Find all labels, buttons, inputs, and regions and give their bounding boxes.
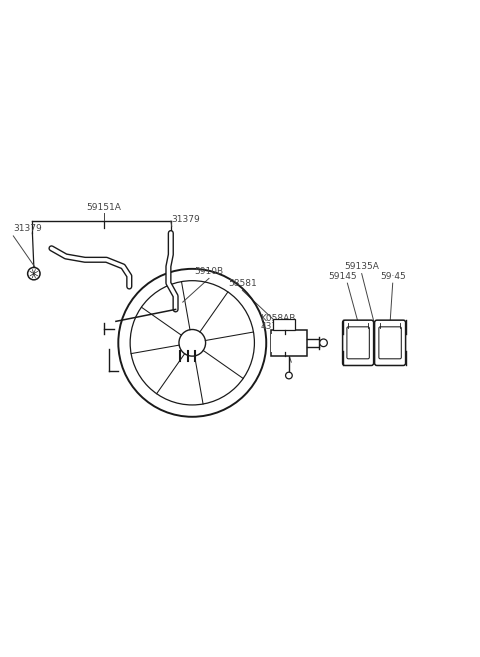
Bar: [271, 330, 307, 356]
Text: 59135A: 59135A: [344, 262, 379, 271]
Circle shape: [286, 372, 292, 379]
Text: 31379: 31379: [13, 224, 42, 233]
Text: 59145: 59145: [328, 272, 357, 281]
Text: 5910B: 5910B: [194, 267, 224, 276]
Circle shape: [28, 267, 40, 280]
Text: K058AB: K058AB: [261, 314, 296, 323]
FancyBboxPatch shape: [343, 320, 373, 365]
Bar: [274, 319, 295, 330]
Text: 59151A: 59151A: [86, 202, 121, 212]
FancyBboxPatch shape: [347, 327, 369, 359]
Circle shape: [320, 339, 327, 347]
Text: 58581: 58581: [228, 279, 257, 288]
Text: 31379: 31379: [171, 215, 200, 223]
Text: 59·45: 59·45: [380, 272, 406, 281]
Text: 43779A: 43779A: [261, 322, 296, 331]
FancyBboxPatch shape: [379, 327, 401, 359]
FancyBboxPatch shape: [374, 320, 406, 365]
Bar: [271, 334, 285, 352]
